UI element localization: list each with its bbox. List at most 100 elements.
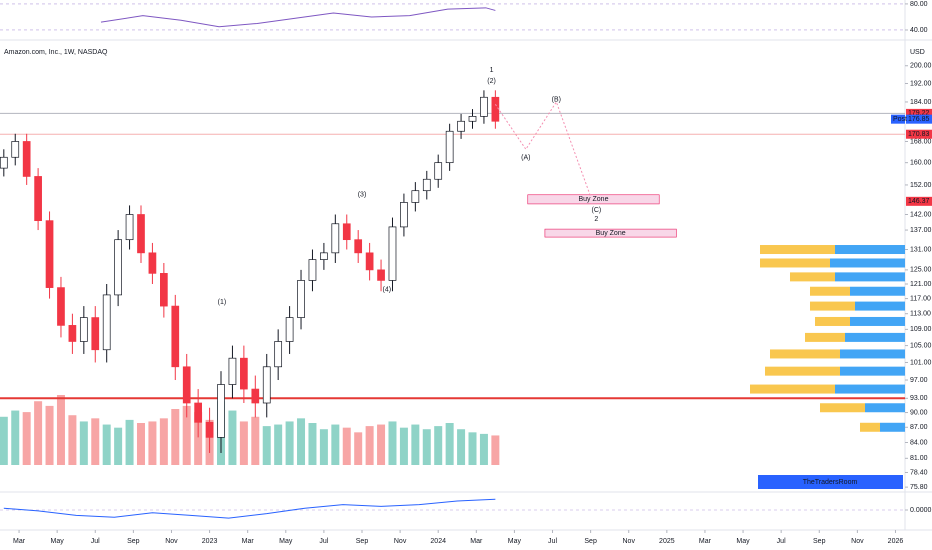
x-tick-label: Nov [851, 538, 864, 545]
price-badge [906, 129, 932, 139]
volume-bar [45, 405, 54, 465]
y-tick-label: 168.00 [910, 138, 932, 145]
volume-bar [422, 429, 431, 465]
wave-label: (4) [382, 287, 391, 294]
profile-sell [845, 332, 905, 342]
profile-buy [770, 349, 840, 359]
volume-bar [148, 421, 157, 465]
volume-bar [354, 432, 363, 465]
y-tick-label: 101.00 [910, 359, 932, 366]
candle-body [251, 388, 260, 404]
candle-body [422, 178, 431, 192]
indicator-line [100, 7, 496, 28]
wave-label: (C) [591, 207, 601, 214]
candle-body [480, 96, 488, 117]
x-tick-label: Mar [242, 538, 255, 545]
y-tick-label: 137.00 [910, 227, 932, 234]
candle-body [342, 223, 351, 241]
wave-label: (B) [552, 96, 561, 103]
price-badge [906, 114, 932, 124]
price-badge [906, 196, 932, 206]
candle-body [68, 325, 77, 342]
volume-bar [479, 433, 488, 465]
wave-label: (2) [487, 78, 496, 85]
x-tick-label: May [279, 538, 293, 545]
candle-body [228, 357, 237, 385]
volume-bar [136, 423, 145, 465]
volume-bar [194, 412, 203, 465]
candle-body [160, 273, 168, 307]
volume-bar [491, 435, 500, 465]
volume-bar [468, 432, 477, 465]
profile-sell [835, 272, 905, 282]
buy-zone [527, 194, 660, 205]
volume-bar [0, 416, 8, 465]
profile-sell [865, 403, 905, 413]
profile-buy [790, 272, 835, 282]
profile-buy [805, 332, 845, 342]
y-tick-label: 131.00 [910, 246, 932, 253]
candle-body [434, 162, 443, 180]
candle-body [79, 317, 88, 342]
volume-bar [171, 409, 180, 465]
volume-bar [68, 415, 77, 465]
candle-body [182, 366, 191, 404]
candle-body [0, 156, 8, 169]
x-tick-label: Mar [470, 538, 483, 545]
x-tick-label: 2024 [430, 538, 446, 545]
volume-bar [377, 424, 386, 465]
wave-label: (A) [521, 155, 530, 162]
volume-bar [91, 418, 100, 465]
profile-buy [810, 286, 850, 296]
profile-buy [760, 245, 835, 255]
volume-bar [125, 419, 134, 465]
profile-sell [830, 258, 905, 268]
candle-body [365, 252, 374, 271]
volume-bar [365, 426, 374, 465]
y-tick-label: 152.00 [910, 182, 932, 189]
candle-body [91, 317, 100, 351]
volume-bar [342, 427, 351, 465]
candle-body [468, 116, 477, 122]
candle-body [331, 223, 340, 254]
candle-body [377, 269, 385, 281]
y-tick-label: 113.00 [910, 311, 931, 318]
candle-body [457, 120, 465, 132]
candle-body [205, 421, 214, 438]
y-tick-label: 78.40 [910, 469, 928, 476]
volume-bar [399, 427, 408, 465]
profile-sell [835, 245, 905, 255]
candle-body [125, 214, 134, 241]
x-tick-label: Jul [319, 538, 328, 545]
volume-bar [308, 423, 317, 465]
candle-body [217, 384, 225, 438]
y-tick-label: 109.00 [910, 326, 932, 333]
volume-bar [262, 426, 271, 465]
volume-bar [445, 423, 454, 465]
candle-body [102, 294, 111, 351]
wave-label: (3) [358, 192, 367, 199]
volume-bar [274, 424, 283, 465]
candle-body [285, 317, 294, 342]
y-tick-label: 200.00 [910, 63, 932, 70]
volume-bar [239, 421, 248, 465]
indicator-line [3, 498, 496, 519]
profile-sell [880, 422, 905, 432]
wave-label: 2 [594, 216, 598, 223]
candle-body [34, 176, 42, 222]
price-badge-label: 176.85 [908, 116, 930, 123]
watermark: TheTradersRoom [803, 479, 858, 486]
candle-body [114, 239, 122, 296]
volume-bar [102, 424, 111, 465]
profile-sell [850, 286, 905, 296]
x-tick-label: 2025 [659, 538, 675, 545]
candle-body [45, 220, 54, 288]
volume-bar [34, 401, 43, 465]
candle-body [262, 366, 271, 404]
x-tick-label: Jul [777, 538, 786, 545]
profile-sell [855, 301, 905, 311]
y-tick-label: 192.00 [910, 80, 932, 87]
profile-buy [760, 258, 830, 268]
